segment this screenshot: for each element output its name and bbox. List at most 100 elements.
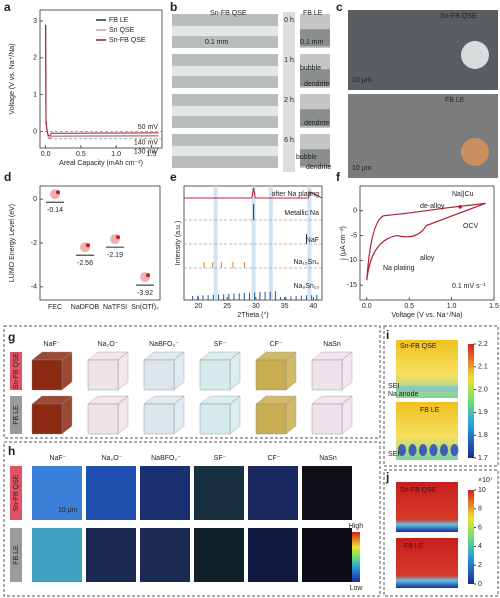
x-tick-label: 1.5 [147, 151, 157, 158]
trace-label: Na₁₅Sn₄ [293, 259, 319, 266]
legend-label: Sn-FB QSE [109, 37, 146, 44]
tof-map [194, 466, 244, 520]
field-map [396, 482, 458, 532]
x-tick-label: 1.0 [111, 151, 121, 158]
column-label: SF⁻ [214, 341, 227, 348]
panel-i-frame [383, 325, 499, 467]
panel-label: f [336, 170, 341, 184]
scale-bar: 10 μm [352, 165, 372, 172]
colorbar-tick-label: 2 [478, 562, 482, 569]
column-label: SF⁻ [214, 455, 227, 462]
annotation: OCV [463, 223, 479, 230]
plot-frame [359, 185, 495, 301]
time-label: 2 h [284, 97, 294, 104]
y-tick-label: 0 [353, 208, 357, 215]
molecule-atom [146, 273, 150, 278]
xrd-trace [184, 187, 323, 199]
cube-face [255, 359, 287, 391]
field-spot [450, 444, 459, 456]
y-tick-label: -4 [31, 284, 37, 291]
plot-frame [39, 9, 163, 149]
y-tick-label: -10 [347, 257, 357, 264]
colorbar-tick-label: 1.7 [478, 455, 488, 462]
panel-label: i [386, 328, 389, 342]
cube-face [31, 403, 63, 435]
x-tick-label: 30 [252, 303, 260, 310]
column-label: NaBFO₂⁻ [149, 341, 179, 348]
colorbar-tick-label: 1.9 [478, 409, 488, 416]
time-label: 6 h [284, 137, 294, 144]
cube-face [143, 359, 175, 391]
x-tick-label: 40 [309, 303, 317, 310]
cube-face [87, 403, 119, 435]
tof-map [86, 528, 136, 582]
colorbar-tick-label: 2.1 [478, 364, 488, 371]
x-tick-label: 0.5 [76, 151, 86, 158]
panel-label: j [385, 470, 389, 484]
field-spot [440, 444, 448, 456]
time-label: 1 h [284, 57, 294, 64]
annotation: dendrite [304, 81, 329, 88]
panel-h-frame [3, 441, 381, 597]
annotation: bubble [300, 65, 321, 72]
annotation: SEI [388, 383, 399, 390]
panel-label: g [8, 330, 15, 344]
legend-label: FB LE [109, 17, 129, 24]
column-label: NaF⁻ [50, 455, 67, 462]
molecule-atom [56, 190, 60, 195]
photo-band [300, 149, 330, 167]
x-axis-label: Voltage (V vs. Na⁺/Na) [391, 312, 462, 319]
trace-label: Na₉Sn₁₃ [294, 283, 320, 290]
colorbar-tick-label: 2.0 [478, 386, 488, 393]
image-header: FB LE [445, 97, 465, 104]
scale-bar: 10 μm [352, 77, 372, 84]
colorbar-label: High [349, 523, 364, 530]
panel-label: c [336, 0, 343, 14]
molecule-atom [86, 243, 90, 248]
panel-label: h [8, 444, 15, 458]
arrow-bar [283, 12, 295, 172]
panel-j-frame [383, 469, 499, 597]
tof-map [248, 528, 298, 582]
scale-bar: 0.1 mm [205, 39, 229, 46]
row-tag [10, 396, 22, 434]
x-tick-label: 20 [194, 303, 202, 310]
row-tag [10, 466, 22, 520]
map-label: FB LE [404, 543, 424, 550]
cube-face [143, 403, 175, 435]
field-spot [419, 444, 427, 456]
y-tick-label: -15 [347, 282, 357, 289]
annotation: Na anode [388, 391, 418, 398]
category-label: NaTFSI [103, 304, 127, 311]
photo-band [172, 145, 278, 157]
cube-face [87, 359, 119, 391]
y-axis-label: Intensity (a.u.) [175, 221, 182, 265]
colorbar-tick-label: 6 [478, 524, 482, 531]
trace-label: NaF [306, 237, 319, 244]
y-tick-label: 0 [33, 196, 37, 203]
x-tick-label: 0.0 [362, 303, 372, 310]
tof-map [194, 528, 244, 582]
column-label: NaF⁻ [44, 341, 61, 348]
colorbar [352, 532, 360, 582]
panel-label: b [170, 0, 177, 14]
colorbar-tick-label: 2.2 [478, 341, 488, 348]
colorbar-label: Low [350, 585, 364, 592]
annotation: Na plating [383, 265, 415, 272]
value-label: -3.92 [137, 290, 153, 297]
value-label: -2.56 [77, 260, 93, 267]
highlight-band [213, 186, 218, 300]
photo-header: Sn-FB QSE [210, 10, 247, 17]
inset-photo [461, 41, 489, 69]
field-map [396, 538, 458, 588]
image-header: Sn-FB QSE [440, 13, 477, 20]
row-label: FB LE [13, 545, 20, 565]
x-tick-label: 35 [281, 303, 289, 310]
colorbar-tick-label: 4 [478, 543, 482, 550]
cube-face [199, 403, 231, 435]
column-label: CF⁻ [269, 341, 282, 348]
x-axis-label: Areal Capacity (mAh cm⁻²) [59, 160, 143, 167]
cube-face [199, 359, 231, 391]
highlight-band [307, 186, 312, 300]
colorbar [468, 344, 474, 458]
